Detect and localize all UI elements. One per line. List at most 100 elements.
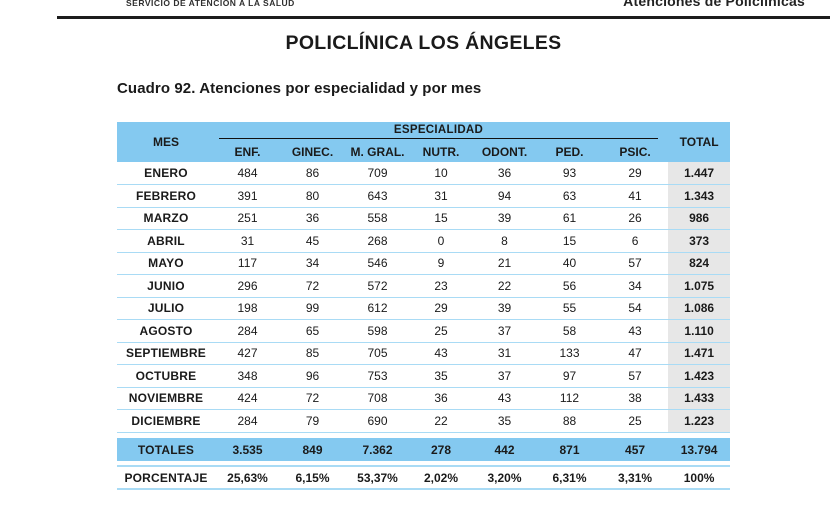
row-junio: JUNIO 296 72 572 23 22 56 34 1.075 xyxy=(117,274,731,298)
total-cell: 373 xyxy=(668,229,731,253)
value-cell: 251 xyxy=(215,207,280,230)
value-cell: 6 xyxy=(602,229,669,253)
value-cell: 94 xyxy=(472,184,537,208)
value-cell: 72 xyxy=(280,274,345,298)
value-cell: 198 xyxy=(215,297,280,320)
row-label-cell: PORCENTAJE xyxy=(117,466,215,490)
value-cell: 15 xyxy=(537,229,602,253)
value-cell: 36 xyxy=(280,207,345,230)
value-cell: 38 xyxy=(602,387,669,410)
value-cell: 43 xyxy=(472,387,537,410)
col-header-enf: ENF. xyxy=(215,141,280,162)
value-cell: 268 xyxy=(345,229,410,253)
value-cell: 3,31% xyxy=(602,466,669,490)
total-cell: 13.794 xyxy=(668,438,731,461)
value-cell: 55 xyxy=(537,297,602,320)
value-cell: 3,20% xyxy=(472,466,537,490)
report-section-title: Atenciones de Policlínicas xyxy=(623,0,805,9)
value-cell: 849 xyxy=(280,438,345,461)
value-cell: 35 xyxy=(410,364,472,388)
value-cell: 45 xyxy=(280,229,345,253)
total-cell: 1.110 xyxy=(668,319,731,343)
col-header-ginec: GINEC. xyxy=(280,141,345,162)
total-cell: 1.075 xyxy=(668,274,731,298)
value-cell: 558 xyxy=(345,207,410,230)
value-cell: 546 xyxy=(345,252,410,275)
row-label-cell: MAYO xyxy=(117,252,215,275)
value-cell: 25,63% xyxy=(215,466,280,490)
value-cell: 86 xyxy=(280,162,345,185)
total-cell: 1.223 xyxy=(668,409,731,433)
col-header-m-gral: M. GRAL. xyxy=(345,141,410,162)
value-cell: 43 xyxy=(602,319,669,343)
row-mayo: MAYO 117 34 546 9 21 40 57 824 xyxy=(117,252,731,275)
row-label-cell: JULIO xyxy=(117,297,215,320)
value-cell: 112 xyxy=(537,387,602,410)
value-cell: 37 xyxy=(472,364,537,388)
value-cell: 31 xyxy=(410,184,472,208)
value-cell: 21 xyxy=(472,252,537,275)
value-cell: 61 xyxy=(537,207,602,230)
value-cell: 25 xyxy=(410,319,472,343)
value-cell: 57 xyxy=(602,252,669,275)
value-cell: 348 xyxy=(215,364,280,388)
total-cell: 1.086 xyxy=(668,297,731,320)
spacer-row xyxy=(117,461,731,467)
row-noviembre: NOVIEMBRE 424 72 708 36 43 112 38 1.433 xyxy=(117,387,731,410)
row-label-cell: ENERO xyxy=(117,162,215,185)
value-cell: 643 xyxy=(345,184,410,208)
col-header-nutr: NUTR. xyxy=(410,141,472,162)
col-header-mes: MES xyxy=(117,122,215,162)
value-cell: 10 xyxy=(410,162,472,185)
row-label-cell: ABRIL xyxy=(117,229,215,253)
row-label-cell: SEPTIEMBRE xyxy=(117,342,215,365)
value-cell: 284 xyxy=(215,319,280,343)
value-cell: 80 xyxy=(280,184,345,208)
row-julio: JULIO 198 99 612 29 39 55 54 1.086 xyxy=(117,297,731,320)
value-cell: 427 xyxy=(215,342,280,365)
value-cell: 133 xyxy=(537,342,602,365)
value-cell: 36 xyxy=(410,387,472,410)
value-cell: 34 xyxy=(602,274,669,298)
row-label-cell: TOTALES xyxy=(117,438,215,461)
total-cell: 1.433 xyxy=(668,387,731,410)
value-cell: 457 xyxy=(602,438,669,461)
value-cell: 36 xyxy=(472,162,537,185)
value-cell: 54 xyxy=(602,297,669,320)
value-cell: 47 xyxy=(602,342,669,365)
value-cell: 72 xyxy=(280,387,345,410)
col-group-header-especialidad: ESPECIALIDAD xyxy=(215,122,669,141)
value-cell: 39 xyxy=(472,207,537,230)
row-label-cell: AGOSTO xyxy=(117,319,215,343)
value-cell: 31 xyxy=(215,229,280,253)
value-cell: 278 xyxy=(410,438,472,461)
value-cell: 93 xyxy=(537,162,602,185)
value-cell: 0 xyxy=(410,229,472,253)
value-cell: 6,15% xyxy=(280,466,345,490)
value-cell: 442 xyxy=(472,438,537,461)
value-cell: 391 xyxy=(215,184,280,208)
value-cell: 22 xyxy=(410,409,472,433)
value-cell: 484 xyxy=(215,162,280,185)
row-label-cell: OCTUBRE xyxy=(117,364,215,388)
row-label-cell: FEBRERO xyxy=(117,184,215,208)
value-cell: 99 xyxy=(280,297,345,320)
col-header-ped: PED. xyxy=(537,141,602,162)
value-cell: 26 xyxy=(602,207,669,230)
value-cell: 29 xyxy=(410,297,472,320)
value-cell: 58 xyxy=(537,319,602,343)
value-cell: 39 xyxy=(472,297,537,320)
row-septiembre: SEPTIEMBRE 427 85 705 43 31 133 47 1.471 xyxy=(117,342,731,365)
value-cell: 63 xyxy=(537,184,602,208)
col-header-odont: ODONT. xyxy=(472,141,537,162)
value-cell: 753 xyxy=(345,364,410,388)
value-cell: 25 xyxy=(602,409,669,433)
row-agosto: AGOSTO 284 65 598 25 37 58 43 1.110 xyxy=(117,319,731,343)
value-cell: 9 xyxy=(410,252,472,275)
value-cell: 572 xyxy=(345,274,410,298)
row-totales: TOTALES 3.535 849 7.362 278 442 871 457 13.794 xyxy=(117,438,731,461)
value-cell: 284 xyxy=(215,409,280,433)
value-cell: 612 xyxy=(345,297,410,320)
value-cell: 37 xyxy=(472,319,537,343)
